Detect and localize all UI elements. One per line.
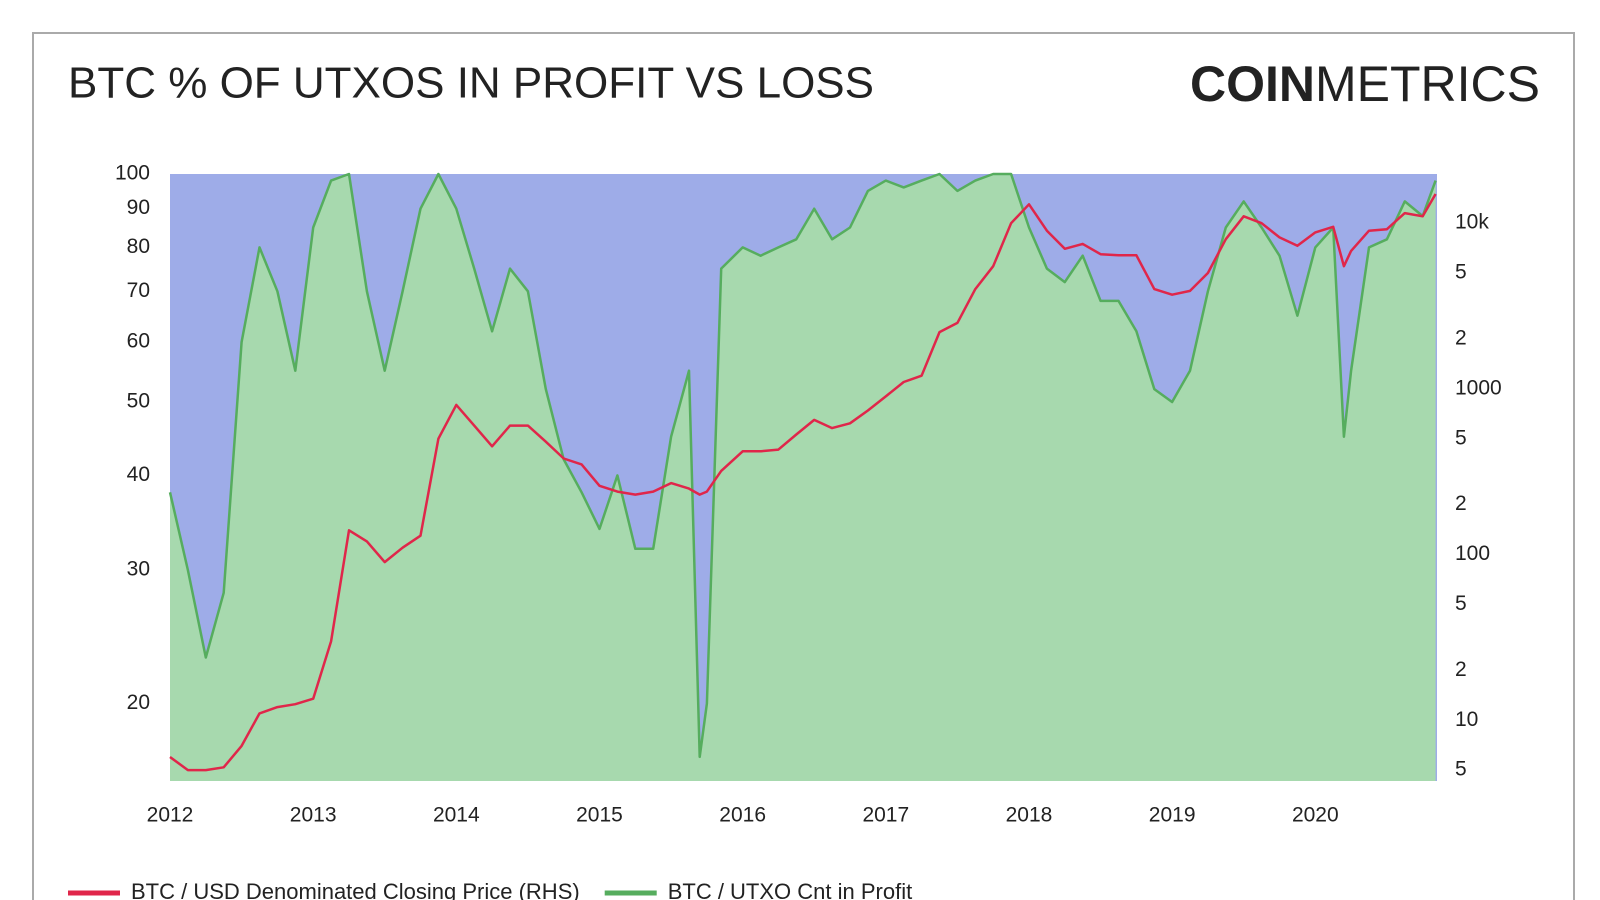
y2-tick-label: 5 [1455,758,1467,781]
y-tick-label: 40 [127,463,150,486]
y2-tick-label: 100 [1455,542,1490,565]
y2-tick-label: 2 [1455,658,1467,681]
y-tick-label: 80 [127,235,150,258]
y2-tick-label: 5 [1455,261,1467,284]
x-tick-label: 2015 [576,804,623,827]
y2-tick-label: 5 [1455,426,1467,449]
x-tick-label: 2018 [1006,804,1053,827]
x-tick-label: 2020 [1292,804,1339,827]
y-tick-label: 70 [127,279,150,302]
y-tick-label: 60 [127,330,150,353]
x-tick-label: 2016 [719,804,766,827]
y-tick-label: 20 [127,691,150,714]
x-tick-label: 2012 [147,804,194,827]
y2-tick-label: 2 [1455,492,1467,515]
y-tick-label: 30 [127,558,150,581]
line [168,172,1437,759]
y-tick-label: 50 [127,390,150,413]
area [170,174,1436,781]
x-tick-label: 2014 [433,804,480,827]
line [169,193,1437,772]
y-tick-label: 90 [127,196,150,219]
y2-tick-label: 10 [1455,708,1478,731]
y-tick-label: 100 [115,162,150,185]
chart-title: BTC % OF UTXOS IN PROFIT VS LOSS [68,59,874,108]
y2-tick-label: 10k [1455,211,1489,234]
legend-label: BTC / USD Denominated Closing Price (RHS… [131,879,580,900]
y2-tick-label: 1000 [1455,376,1502,399]
brand-bold: COIN [1190,56,1315,112]
x-tick-label: 2017 [862,804,909,827]
y2-tick-label: 5 [1455,592,1467,615]
brand-logo: COINMETRICS [1190,56,1540,112]
brand-light: METRICS [1315,56,1540,112]
legend-label: BTC / UTXO Cnt in Profit [668,879,913,900]
y2-tick-label: 2 [1455,327,1467,350]
x-tick-label: 2013 [290,804,337,827]
x-tick-label: 2019 [1149,804,1196,827]
